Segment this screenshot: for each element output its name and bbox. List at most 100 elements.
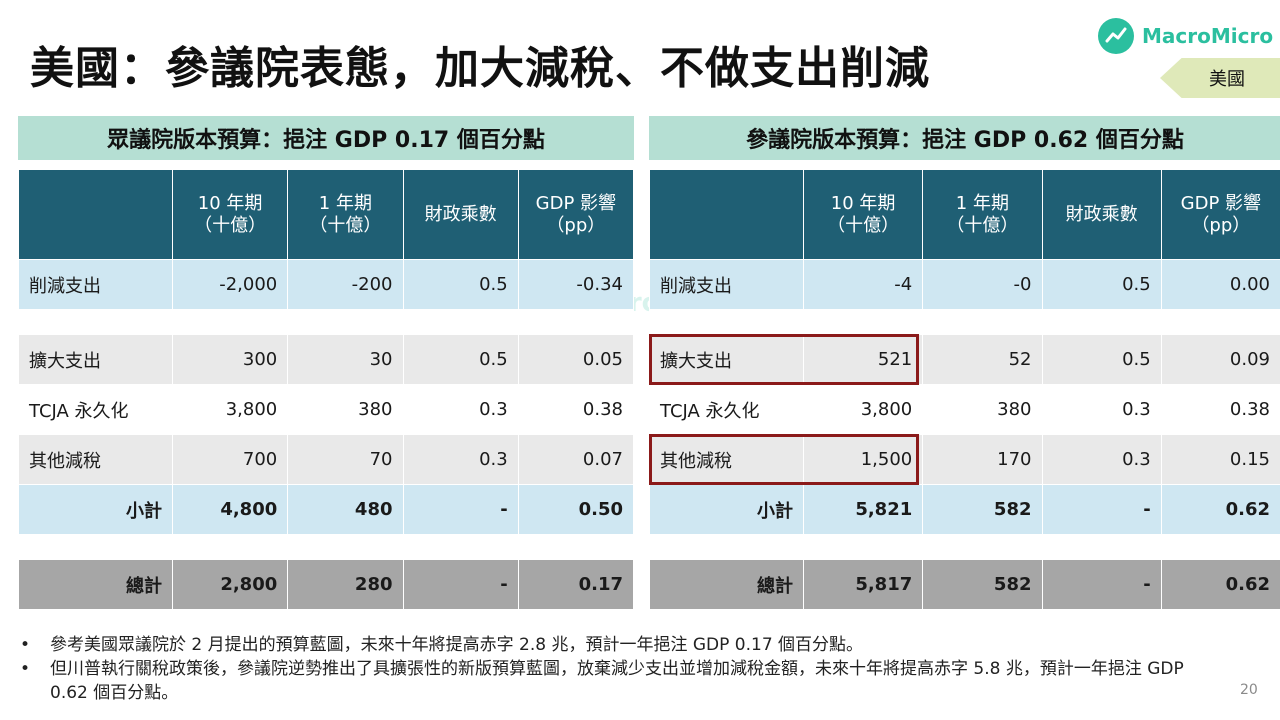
cell-multiplier: - (1041, 559, 1162, 610)
cell-gdp: -0.34 (517, 259, 635, 310)
row-label: TCJA 永久化 (18, 384, 173, 435)
senate-budget-panel: 參議院版本預算：挹注 GDP 0.62 個百分點 10 年期 （十億） 1 年期（… (649, 116, 1280, 610)
cell-multiplier: - (1041, 484, 1162, 535)
table-row: TCJA 永久化 3,800 380 0.3 0.38 (649, 384, 1280, 435)
header-item (649, 169, 804, 260)
cell-gdp: 0.00 (1160, 259, 1280, 310)
house-budget-heading: 眾議院版本預算：挹注 GDP 0.17 個百分點 (18, 116, 634, 160)
cell-multiplier: 0.3 (1041, 384, 1162, 435)
table-row: 削減支出 -2,000 -200 0.5 -0.34 (18, 259, 635, 310)
cell-1y: 480 (287, 484, 404, 535)
row-label: TCJA 永久化 (649, 384, 804, 435)
notes: • 參考美國眾議院於 2 月提出的預算藍圖，未來十年將提高赤字 2.8 兆，預計… (20, 633, 1220, 705)
cell-10y: 5,821 (802, 484, 924, 535)
table-row: 擴大支出 300 30 0.5 0.05 (18, 334, 635, 385)
cell-gdp: 0.38 (1160, 384, 1280, 435)
cell-multiplier: 0.5 (1041, 259, 1162, 310)
total-label: 總計 (18, 559, 173, 610)
page-title: 美國：參議院表態，加大減稅、不做支出削減 (30, 43, 930, 94)
cell-1y: 380 (287, 384, 404, 435)
cell-gdp: 0.15 (1160, 434, 1280, 485)
cell-multiplier: 0.3 (1041, 434, 1162, 485)
subtotal-row: 小計 4,800 480 - 0.50 (18, 484, 635, 535)
cell-1y: 582 (922, 559, 1043, 610)
cell-multiplier: 0.5 (1041, 334, 1162, 385)
cell-multiplier: - (402, 484, 519, 535)
cell-1y: 582 (922, 484, 1043, 535)
table-row: 其他減稅 700 70 0.3 0.07 (18, 434, 635, 485)
brand-name: MacroMicro (1142, 24, 1274, 48)
row-label: 擴大支出 (18, 334, 173, 385)
cell-gdp: 0.62 (1160, 484, 1280, 535)
note-text: 但川普執行關稅政策後，參議院逆勢推出了具擴張性的新版預算藍圖，放棄減少支出並增加… (50, 659, 1184, 703)
page-number: 20 (1240, 682, 1258, 698)
subtotal-label: 小計 (649, 484, 804, 535)
senate-budget-table: 10 年期 （十億） 1 年期 （十億） 財政乘數 GDP 影響 （pp） 削減支出 … (649, 169, 1280, 610)
note-item: • 但川普執行關稅政策後，參議院逆勢推出了具擴張性的新版預算藍圖，放棄減少支出並… (20, 657, 1220, 705)
note-text: 參考美國眾議院於 2 月提出的預算藍圖，未來十年將提高赤字 2.8 兆，預計一年… (50, 635, 864, 655)
header-1y: 1 年期 （十億） (287, 169, 404, 260)
total-row: 總計 5,817 582 - 0.62 (649, 559, 1280, 610)
spacer-row (649, 309, 1280, 335)
macromicro-logo-icon (1098, 18, 1134, 54)
row-label: 其他減稅 (18, 434, 173, 485)
table-row: 削減支出 -4 -0 0.5 0.00 (649, 259, 1280, 310)
header-multiplier: 財政乘數 (402, 169, 519, 260)
cell-gdp: 0.50 (517, 484, 635, 535)
region-tag: 美國 (1160, 58, 1280, 98)
cell-1y: 280 (287, 559, 404, 610)
bullet-icon: • (20, 659, 31, 679)
cell-gdp: 0.17 (517, 559, 635, 610)
cell-gdp: 0.38 (517, 384, 635, 435)
cell-1y: 170 (922, 434, 1043, 485)
cell-1y: 30 (287, 334, 404, 385)
cell-10y: -4 (802, 259, 924, 310)
spacer-row (18, 309, 634, 335)
cell-10y: 3,800 (802, 384, 924, 435)
cell-multiplier: 0.3 (402, 384, 519, 435)
table-header-row: 10 年期 （十億） 1 年期 （十億） 財政乘數 GDP 影響 （pp） (18, 169, 635, 260)
cell-gdp: 0.09 (1160, 334, 1280, 385)
table-row: 其他減稅 1,500 170 0.3 0.15 (649, 434, 1280, 485)
cell-1y: 52 (922, 334, 1043, 385)
house-budget-table: 10 年期 （十億） 1 年期 （十億） 財政乘數 GDP 影響 （pp） 削減支出 … (18, 169, 635, 610)
row-label: 削減支出 (18, 259, 173, 310)
row-label: 削減支出 (649, 259, 804, 310)
header-gdp-impact: GDP 影響 （pp） (1160, 169, 1280, 260)
row-label: 其他減稅 (649, 434, 804, 485)
cell-gdp: 0.62 (1160, 559, 1280, 610)
table-row: TCJA 永久化 3,800 380 0.3 0.38 (18, 384, 635, 435)
cell-10y: 700 (171, 434, 289, 485)
subtotal-label: 小計 (18, 484, 173, 535)
cell-multiplier: 0.3 (402, 434, 519, 485)
header-10y: 10 年期 （十億） (171, 169, 289, 260)
header-multiplier: 財政乘數 (1041, 169, 1162, 260)
table-row: 擴大支出 521 52 0.5 0.09 (649, 334, 1280, 385)
cell-10y: 4,800 (171, 484, 289, 535)
cell-multiplier: 0.5 (402, 334, 519, 385)
cell-multiplier: 0.5 (402, 259, 519, 310)
cell-10y: 521 (802, 334, 924, 385)
header-gdp-impact: GDP 影響 （pp） (517, 169, 635, 260)
cell-10y: 2,800 (171, 559, 289, 610)
spacer-row (649, 534, 1280, 560)
cell-gdp: 0.05 (517, 334, 635, 385)
senate-budget-heading: 參議院版本預算：挹注 GDP 0.62 個百分點 (649, 116, 1280, 160)
note-item: • 參考美國眾議院於 2 月提出的預算藍圖，未來十年將提高赤字 2.8 兆，預計… (20, 633, 1220, 657)
row-label: 擴大支出 (649, 334, 804, 385)
house-budget-panel: 眾議院版本預算：挹注 GDP 0.17 個百分點 10 年期 （十億） 1 年期（… (18, 116, 635, 610)
cell-10y: 5,817 (802, 559, 924, 610)
spacer-row (18, 534, 634, 560)
cell-10y: 3,800 (171, 384, 289, 435)
bullet-icon: • (20, 635, 31, 655)
cell-1y: 70 (287, 434, 404, 485)
cell-1y: 380 (922, 384, 1043, 435)
header-1y: 1 年期 （十億） (922, 169, 1043, 260)
cell-10y: 1,500 (802, 434, 924, 485)
cell-gdp: 0.07 (517, 434, 635, 485)
total-label: 總計 (649, 559, 804, 610)
table-header-row: 10 年期 （十億） 1 年期 （十億） 財政乘數 GDP 影響 （pp） (649, 169, 1280, 260)
cell-1y: -200 (287, 259, 404, 310)
subtotal-row: 小計 5,821 582 - 0.62 (649, 484, 1280, 535)
total-row: 總計 2,800 280 - 0.17 (18, 559, 635, 610)
